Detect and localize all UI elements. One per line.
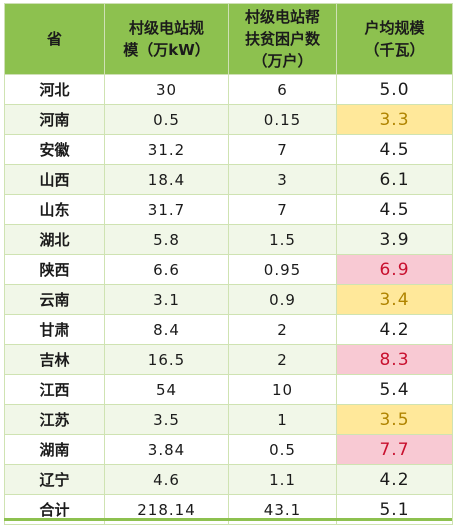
cell-capacity: 31.7 (104, 194, 229, 225)
cell-avg-scale: 3.3 (336, 104, 453, 135)
cell-province: 山西 (4, 164, 105, 195)
header-avg-scale: 户均规模 （千瓦） (336, 3, 453, 75)
cell-households: 2 (228, 314, 337, 345)
cell-avg-scale: 4.2 (336, 464, 453, 495)
cell-avg-scale: 5.4 (336, 374, 453, 405)
table-body: 河北 30 6 5.0 河南 0.5 0.15 3.3 安徽 31.2 7 4.5 山西 18.4 3 6.1… (4, 74, 453, 525)
cell-capacity: 31.2 (104, 134, 229, 165)
cell-capacity: 0.5 (104, 104, 229, 135)
cell-province: 云南 (4, 284, 105, 315)
cell-province: 陕西 (4, 254, 105, 285)
cell-province: 江西 (4, 374, 105, 405)
cell-avg-scale: 4.5 (336, 134, 453, 165)
cell-avg-scale: 3.5 (336, 404, 453, 435)
cell-province: 山东 (4, 194, 105, 225)
table-header: 省 村级电站规 模（万kW） 村级电站帮 扶贫困户数 （万户） 户均规模 （千瓦… (4, 3, 453, 75)
cell-capacity: 3.84 (104, 434, 229, 465)
cell-households: 7 (228, 134, 337, 165)
cell-households: 0.9 (228, 284, 337, 315)
cell-capacity: 54 (104, 374, 229, 405)
cell-households: 6 (228, 74, 337, 105)
table-row: 河北 30 6 5.0 (4, 74, 453, 105)
cell-households: 10 (228, 374, 337, 405)
header-line: 省 (46, 30, 62, 48)
cell-capacity: 18.4 (104, 164, 229, 195)
header-households: 村级电站帮 扶贫困户数 （万户） (228, 3, 337, 75)
header-capacity: 村级电站规 模（万kW） (104, 3, 229, 75)
header-province: 省 (4, 3, 105, 75)
cell-capacity: 6.6 (104, 254, 229, 285)
cell-households: 3 (228, 164, 337, 195)
cell-province: 河北 (4, 74, 105, 105)
header-line: （万户） (252, 52, 313, 70)
cell-households: 1.5 (228, 224, 337, 255)
table-row: 云南 3.1 0.9 3.4 (4, 284, 453, 315)
table-row: 江苏 3.5 1 3.5 (4, 404, 453, 435)
cell-households: 1.1 (228, 464, 337, 495)
cell-households: 2 (228, 344, 337, 375)
table-row: 湖南 3.84 0.5 7.7 (4, 434, 453, 465)
cell-capacity: 30 (104, 74, 229, 105)
bottom-border (4, 518, 452, 521)
table-row: 江西 54 10 5.4 (4, 374, 453, 405)
header-line: （千瓦） (364, 41, 425, 59)
header-line: 户均规模 (364, 19, 425, 37)
cell-province: 河南 (4, 104, 105, 135)
cell-households: 7 (228, 194, 337, 225)
cell-avg-scale: 3.4 (336, 284, 453, 315)
cell-avg-scale: 7.7 (336, 434, 453, 465)
cell-capacity: 16.5 (104, 344, 229, 375)
cell-households: 0.5 (228, 434, 337, 465)
cell-avg-scale: 6.9 (336, 254, 453, 285)
data-table-container: 省 村级电站规 模（万kW） 村级电站帮 扶贫困户数 （万户） 户均规模 （千瓦… (4, 3, 453, 525)
table-row: 陕西 6.6 0.95 6.9 (4, 254, 453, 285)
cell-avg-scale: 6.1 (336, 164, 453, 195)
cell-capacity: 3.5 (104, 404, 229, 435)
cell-province: 甘肃 (4, 314, 105, 345)
cell-capacity: 3.1 (104, 284, 229, 315)
header-line: 模（万kW） (123, 41, 210, 59)
header-line: 村级电站规 (128, 19, 204, 37)
table-row: 安徽 31.2 7 4.5 (4, 134, 453, 165)
cell-households: 0.15 (228, 104, 337, 135)
cell-avg-scale: 4.5 (336, 194, 453, 225)
cell-avg-scale: 3.9 (336, 224, 453, 255)
cell-capacity: 8.4 (104, 314, 229, 345)
header-line: 村级电站帮 (244, 8, 320, 26)
cell-households: 0.95 (228, 254, 337, 285)
cell-avg-scale: 8.3 (336, 344, 453, 375)
table-row: 甘肃 8.4 2 4.2 (4, 314, 453, 345)
data-table: 省 村级电站规 模（万kW） 村级电站帮 扶贫困户数 （万户） 户均规模 （千瓦… (4, 3, 453, 525)
cell-avg-scale: 5.0 (336, 74, 453, 105)
table-row: 湖北 5.8 1.5 3.9 (4, 224, 453, 255)
cell-capacity: 5.8 (104, 224, 229, 255)
table-row: 山东 31.7 7 4.5 (4, 194, 453, 225)
cell-province: 江苏 (4, 404, 105, 435)
table-row: 山西 18.4 3 6.1 (4, 164, 453, 195)
header-line: 扶贫困户数 (244, 30, 320, 48)
cell-province: 湖北 (4, 224, 105, 255)
table-row: 吉林 16.5 2 8.3 (4, 344, 453, 375)
cell-province: 湖南 (4, 434, 105, 465)
cell-province: 辽宁 (4, 464, 105, 495)
header-row: 省 村级电站规 模（万kW） 村级电站帮 扶贫困户数 （万户） 户均规模 （千瓦… (4, 3, 453, 75)
cell-households: 1 (228, 404, 337, 435)
table-row: 河南 0.5 0.15 3.3 (4, 104, 453, 135)
cell-province: 吉林 (4, 344, 105, 375)
cell-avg-scale: 4.2 (336, 314, 453, 345)
cell-province: 安徽 (4, 134, 105, 165)
cell-capacity: 4.6 (104, 464, 229, 495)
table-row: 辽宁 4.6 1.1 4.2 (4, 464, 453, 495)
